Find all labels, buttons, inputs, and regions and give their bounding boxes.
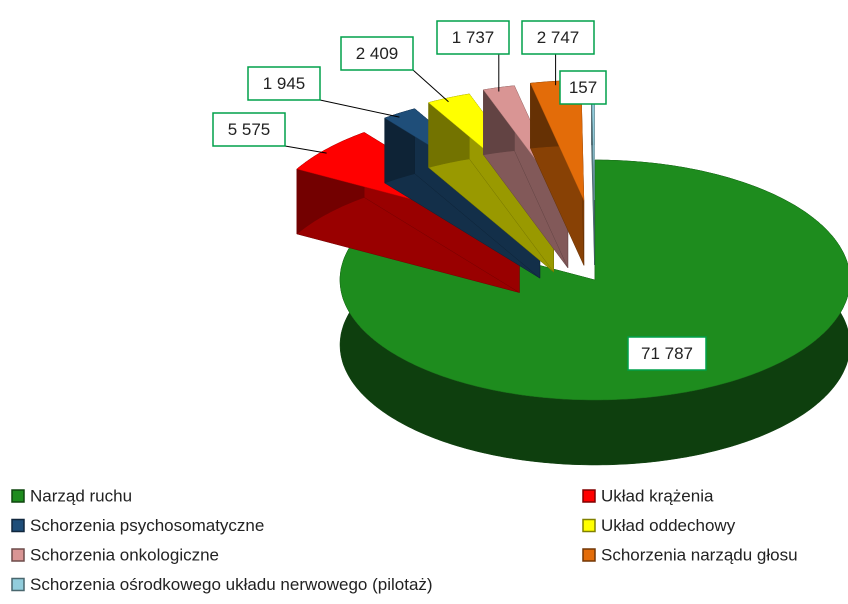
data-label: 157 bbox=[569, 78, 597, 97]
legend-swatch bbox=[582, 518, 596, 533]
label-box bbox=[247, 66, 321, 101]
data-label: 2 409 bbox=[356, 44, 399, 63]
legend-label: Schorzenia psychosomatyczne bbox=[30, 516, 264, 535]
label-box bbox=[521, 20, 595, 55]
leader-line bbox=[319, 99, 400, 118]
legend-swatch bbox=[11, 518, 25, 533]
data-label: 5 575 bbox=[228, 120, 271, 139]
data-label: 2 747 bbox=[537, 28, 580, 47]
data-label: 71 787 bbox=[641, 344, 693, 363]
legend-swatch bbox=[11, 577, 25, 592]
data-label: 1 737 bbox=[452, 28, 495, 47]
legend-label: Układ krążenia bbox=[601, 486, 714, 505]
legend-swatch bbox=[582, 548, 596, 562]
slice-top bbox=[339, 159, 848, 401]
legend-label: Układ oddechowy bbox=[601, 516, 736, 535]
legend-label: Narząd ruchu bbox=[30, 486, 132, 505]
data-label: 1 945 bbox=[263, 74, 306, 93]
label-box bbox=[436, 20, 510, 55]
legend-swatch bbox=[11, 548, 25, 562]
leader-line bbox=[284, 145, 327, 154]
legend-label: Schorzenia onkologiczne bbox=[30, 545, 219, 564]
slice bbox=[482, 85, 569, 269]
legend-swatch bbox=[582, 489, 596, 503]
legend-swatch bbox=[11, 489, 25, 503]
slice bbox=[591, 79, 595, 266]
legend-label: Schorzenia ośrodkowego układu nerwowego … bbox=[30, 575, 433, 594]
legend-label: Schorzenia narządu głosu bbox=[601, 545, 798, 564]
label-box bbox=[212, 112, 286, 147]
label-box bbox=[627, 336, 707, 371]
leader-line bbox=[412, 69, 449, 103]
label-box bbox=[340, 36, 414, 71]
label-box bbox=[559, 70, 607, 105]
